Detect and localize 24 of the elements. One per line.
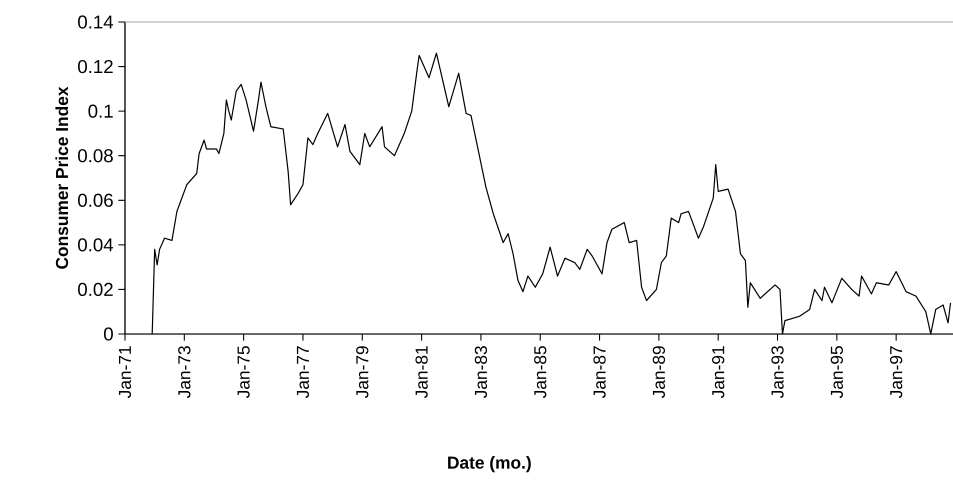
x-tick-label: Jan-97: [890, 346, 902, 398]
x-tick-label: Jan-71: [118, 346, 132, 398]
x-tick-label: Jan-79: [356, 346, 368, 398]
x-tick-label: Jan-95: [830, 346, 843, 398]
x-tick-label: Jan-85: [534, 346, 546, 398]
y-axis-title: Consumer Price Index: [55, 86, 68, 269]
x-tick-label: Jan-81: [415, 346, 428, 398]
y-tick-label: 0.04: [78, 238, 114, 252]
y-tick-label: 0.02: [78, 282, 113, 296]
x-tick-label: Jan-93: [771, 346, 784, 398]
y-tick-label: 0: [104, 327, 113, 341]
x-tick-label: Jan-83: [474, 346, 488, 398]
y-tick-label: 0.14: [78, 15, 114, 29]
x-tick-label: Jan-77: [296, 346, 310, 398]
x-tick-label: Jan-75: [238, 346, 250, 398]
x-axis-title: Date (mo.): [448, 456, 531, 472]
y-tick-label: 0.06: [78, 194, 113, 207]
y-tick-label: 0.1: [88, 104, 113, 118]
y-tick-label: 0.12: [78, 60, 113, 74]
x-tick-label: Jan-91: [712, 346, 724, 398]
x-tick-label: Jan-87: [593, 346, 606, 398]
x-tick-label: Jan-89: [652, 346, 666, 398]
y-tick-label: 0.08: [78, 149, 113, 162]
x-tick-label: Jan-73: [178, 346, 190, 398]
